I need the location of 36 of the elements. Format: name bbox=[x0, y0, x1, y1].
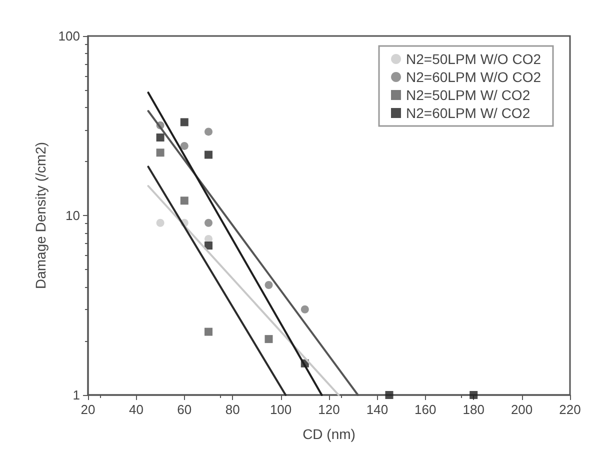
y-axis-title: Damage Density (/cm2) bbox=[32, 142, 48, 290]
x-tick-label: 140 bbox=[366, 402, 388, 417]
y-tick-label: 100 bbox=[58, 28, 80, 44]
x-tick-label: 160 bbox=[414, 402, 436, 417]
legend-label: N2=60LPM W/ CO2 bbox=[406, 105, 530, 121]
point bbox=[204, 128, 212, 136]
point bbox=[204, 328, 212, 336]
x-tick-label: 40 bbox=[128, 402, 144, 417]
x-tick-label: 180 bbox=[462, 402, 484, 417]
point bbox=[264, 335, 273, 344]
point bbox=[204, 242, 212, 250]
legend-label: N2=50LPM W/ CO2 bbox=[406, 87, 530, 103]
point bbox=[204, 150, 212, 159]
point bbox=[264, 281, 273, 290]
point bbox=[156, 218, 164, 227]
point bbox=[470, 391, 478, 399]
point bbox=[180, 118, 188, 126]
point bbox=[180, 196, 188, 205]
x-tick-label: 120 bbox=[318, 402, 340, 417]
x-tick-label: 80 bbox=[225, 402, 240, 417]
x-tick-label: 100 bbox=[270, 402, 292, 417]
x-tick-label: 60 bbox=[177, 402, 192, 417]
x-tick-label: 20 bbox=[80, 402, 96, 417]
point bbox=[385, 391, 394, 399]
y-tick-label: 1 bbox=[72, 388, 80, 402]
legend-label: N2=60LPM W/O CO2 bbox=[406, 69, 542, 85]
x-tick-label: 200 bbox=[510, 402, 533, 417]
point bbox=[156, 148, 164, 157]
point bbox=[300, 305, 309, 314]
legend-label: N2=50LPM W/O CO2 bbox=[406, 51, 542, 67]
point bbox=[156, 133, 164, 142]
point bbox=[180, 142, 188, 150]
point bbox=[204, 218, 212, 227]
y-tick-label: 10 bbox=[66, 208, 80, 223]
x-axis-title: CD (nm) bbox=[302, 426, 356, 442]
x-tick-label: 220 bbox=[559, 402, 581, 417]
